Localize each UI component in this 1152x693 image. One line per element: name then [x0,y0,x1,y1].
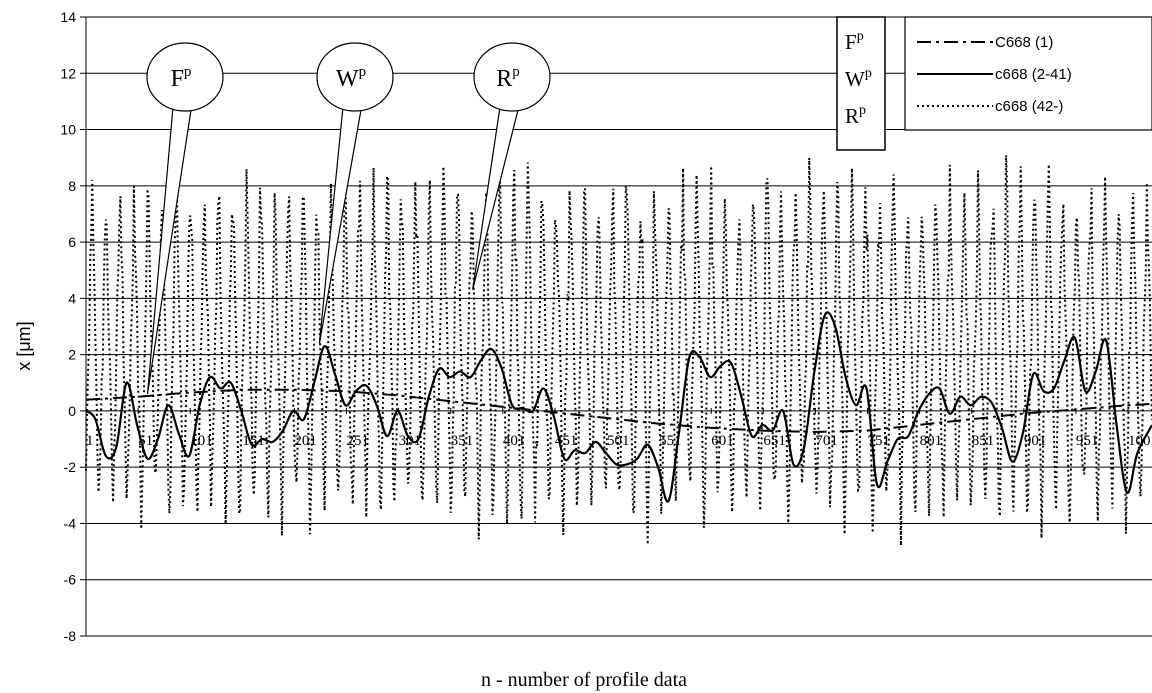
x-tick-label: 401 [503,433,526,449]
y-tick-label: 8 [68,178,76,194]
callouts: Fp Wp Rp [146,42,551,395]
x-tick-label: 751 [868,433,891,449]
x-tick-label: 951 [1076,433,1099,449]
y-tick-label: 10 [60,122,76,138]
callout-bubble [146,42,224,112]
x-tick-label: 801 [920,433,943,449]
y-tick-label: 6 [68,234,76,250]
x-tick-label: 351 [451,433,474,449]
series-line-c668-1 [85,388,1152,434]
legend-box: C668 (1) c668 (2-41) c668 (42-) [904,16,1152,131]
series-line-c668-42 [85,155,1152,546]
callout-f: Fp [146,42,224,395]
y-tick-label: -2 [64,459,77,475]
callout-pointer [146,106,192,395]
x-tick-label: 201 [294,433,317,449]
y-tick-label: 4 [68,290,76,306]
x-tick-label: 151 [242,433,265,449]
callout-r: Rp [472,42,551,291]
x-tick-label: 501 [607,433,630,449]
x-tick-label: 851 [972,433,995,449]
callout-bubble [316,42,394,112]
y-tick-label: -4 [64,515,77,531]
callout-pointer [318,106,362,344]
x-tick-label: 701 [815,433,838,449]
y-tick-label: -8 [64,628,77,644]
x-tick-label: 51 [138,433,153,449]
x-tick-label: 251 [347,433,370,449]
x-tick-label: 1 [86,433,94,449]
x-tick-label: 451 [555,433,578,449]
callout-bubble [473,42,551,112]
x-tick-label: 901 [1024,433,1046,449]
x-tick-label: 551 [659,433,682,449]
x-tick-label: 301 [399,433,422,449]
series-line-c668-2-41 [85,311,1152,503]
callout-pointer [472,106,519,291]
y-tick-label: 12 [60,65,76,81]
y-tick-label: 0 [68,403,76,419]
x-tick-label: 601 [711,433,734,449]
x-tick-label: 101 [190,433,213,449]
y-tick-label: 14 [60,9,76,25]
x-tick-label: 1001 [1128,433,1152,449]
annotation-box-frame [836,16,886,151]
legend-label: c668 (42-) [995,98,1063,115]
legend-label: c668 (2-41) [995,66,1072,83]
callout-w: Wp [316,42,394,344]
x-axis-label: n - number of profile data [481,669,687,691]
y-axis-label: x [μm] [14,321,34,370]
legend-label: C668 (1) [995,34,1053,51]
series-layer [85,155,1152,546]
y-tick-label: -6 [64,572,77,588]
box-label-w: Wp [845,66,872,91]
x-tick-label: 651 [763,433,786,449]
y-tick-label: 2 [68,347,76,363]
